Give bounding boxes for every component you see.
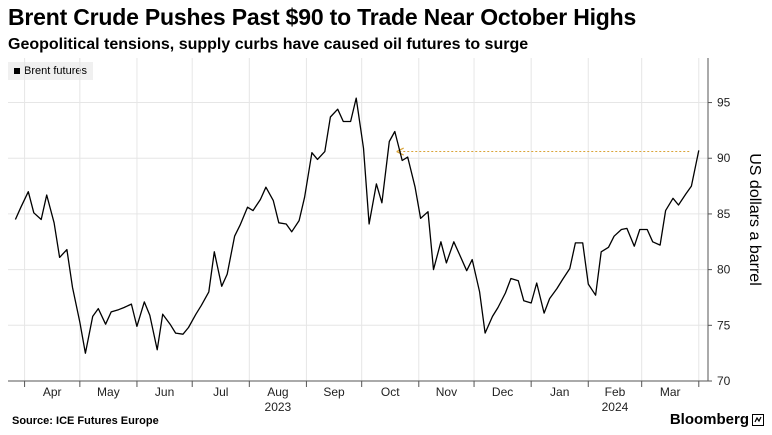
- brand-logo: Bloomberg: [670, 411, 764, 428]
- x-tick-label: Sep: [323, 385, 345, 399]
- y-tick-label: 70: [717, 374, 731, 388]
- terminal-icon: [752, 413, 764, 426]
- y-tick-label: 95: [717, 96, 731, 110]
- y-tick-label: 85: [717, 207, 731, 221]
- legend-label: Brent futures: [24, 65, 87, 77]
- x-tick-label: Mar: [660, 385, 681, 399]
- x-tick-label: Jun: [155, 385, 174, 399]
- x-tick-label: Oct: [381, 385, 400, 399]
- x-tick-label: Aug: [267, 385, 288, 399]
- x-tick-label: Apr: [43, 385, 62, 399]
- y-tick-label: 75: [717, 318, 731, 332]
- x-tick-label: Feb: [605, 385, 626, 399]
- legend: Brent futures: [8, 62, 93, 80]
- x-year-label: 2023: [265, 400, 292, 414]
- x-year-label: 2024: [602, 400, 629, 414]
- x-tick-label: May: [97, 385, 120, 399]
- source-note: Source: ICE Futures Europe: [12, 415, 159, 427]
- x-tick-label: Dec: [492, 385, 513, 399]
- series-line-brent-futures: [14, 97, 700, 354]
- chart-subtitle: Geopolitical tensions, supply curbs have…: [8, 36, 529, 53]
- x-tick-label: Jul: [213, 385, 228, 399]
- brand-name: Bloomberg: [669, 411, 749, 428]
- legend-swatch: [14, 68, 20, 74]
- y-tick-label: 90: [717, 151, 731, 165]
- y-tick-label: 80: [717, 263, 731, 277]
- x-tick-label: Jan: [550, 385, 569, 399]
- chart-title: Brent Crude Pushes Past $90 to Trade Nea…: [8, 4, 637, 30]
- y-axis-title: US dollars a barrel: [746, 153, 763, 286]
- x-tick-label: Nov: [436, 385, 457, 399]
